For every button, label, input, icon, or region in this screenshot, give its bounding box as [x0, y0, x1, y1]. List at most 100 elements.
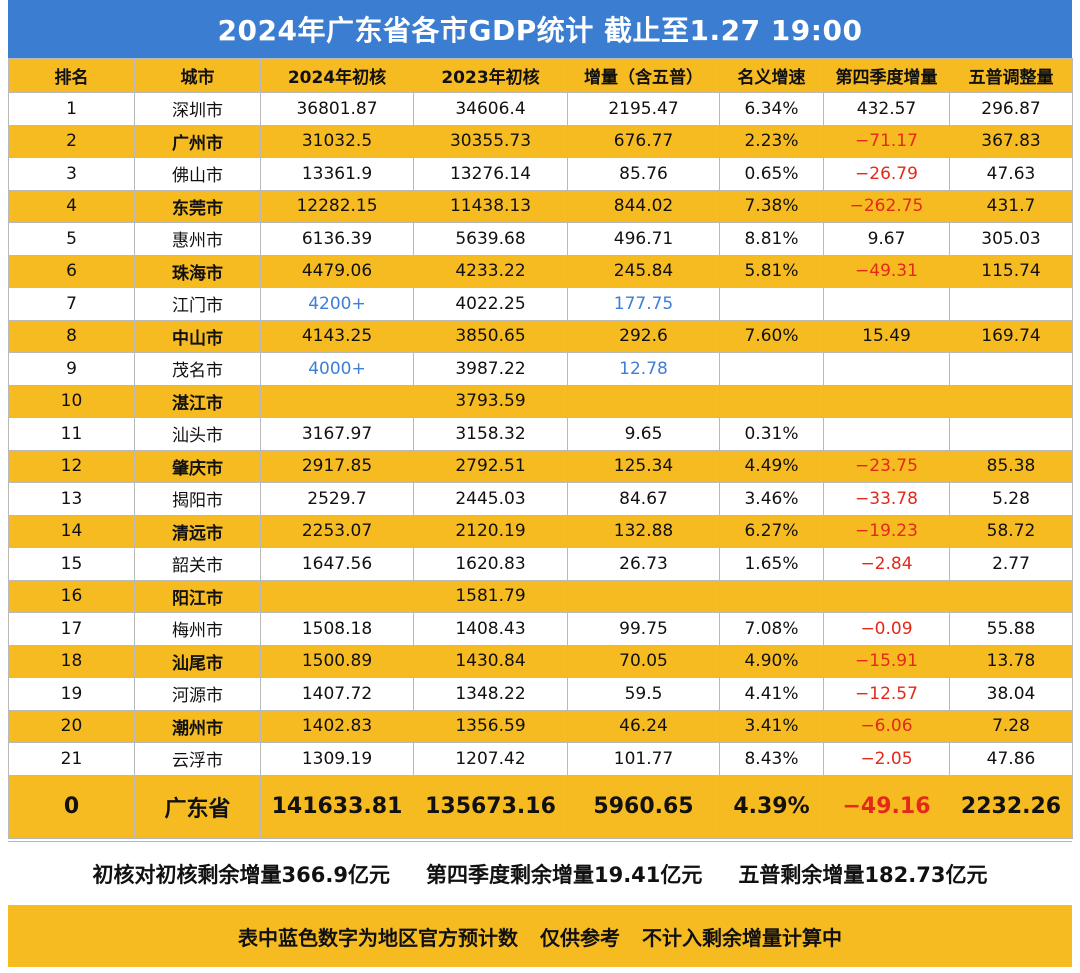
cell-gdp2024 [260, 579, 414, 613]
cell-q4: −262.75 [823, 189, 950, 223]
cell-growth: 4.90% [719, 644, 824, 678]
table-row: 8 中山市 4143.25 3850.65 292.6 7.60% 15.49 169.74 [8, 319, 1073, 353]
cell-rank: 7 [8, 287, 135, 321]
cell-city: 惠州市 [134, 222, 261, 256]
cell-increase: 85.76 [567, 157, 720, 191]
note-remain-initial: 初核对初核剩余增量366.9亿元 [92, 863, 390, 887]
cell-increase: 844.02 [567, 189, 720, 223]
cell-rank: 21 [8, 742, 135, 776]
cell-adjust: 305.03 [949, 222, 1073, 256]
cell-q4: −26.79 [823, 157, 950, 191]
cell-adjust: 367.83 [949, 124, 1073, 158]
cell-gdp2023: 1408.43 [413, 612, 568, 646]
cell-gdp2023: 4233.22 [413, 254, 568, 288]
cell-increase: 2195.47 [567, 92, 720, 126]
cell-increase: 12.78 [567, 352, 720, 386]
cell-gdp2023: 4022.25 [413, 287, 568, 321]
cell-gdp2023: 1620.83 [413, 547, 568, 581]
cell-increase [567, 579, 720, 613]
cell-city: 汕头市 [134, 417, 261, 451]
cell-gdp2023: 3987.22 [413, 352, 568, 386]
cell-growth [719, 384, 824, 418]
table-row: 5 惠州市 6136.39 5639.68 496.71 8.81% 9.67 305.03 [8, 222, 1073, 256]
cell-gdp2024: 12282.15 [260, 189, 414, 223]
footer-part2: 仅供参考 [540, 925, 620, 950]
table-row: 1 深圳市 36801.87 34606.4 2195.47 6.34% 432.57 296… [8, 92, 1073, 126]
total-rank: 0 [8, 774, 135, 839]
cell-city: 肇庆市 [134, 449, 261, 483]
table-row: 18 汕尾市 1500.89 1430.84 70.05 4.90% −15.91 13.78 [8, 644, 1073, 678]
cell-q4 [823, 579, 950, 613]
cell-adjust: 296.87 [949, 92, 1073, 126]
header-increase: 增量（含五普） [567, 58, 720, 93]
cell-increase: 245.84 [567, 254, 720, 288]
cell-gdp2023: 1430.84 [413, 644, 568, 678]
cell-city: 中山市 [134, 319, 261, 353]
cell-gdp2024: 2253.07 [260, 514, 414, 548]
table-row: 12 肇庆市 2917.85 2792.51 125.34 4.49% −23.75 85.3… [8, 449, 1073, 483]
cell-gdp2023: 2792.51 [413, 449, 568, 483]
header-growth: 名义增速 [719, 58, 824, 93]
cell-adjust: 58.72 [949, 514, 1073, 548]
cell-rank: 14 [8, 514, 135, 548]
cell-gdp2023: 1581.79 [413, 579, 568, 613]
cell-growth: 6.27% [719, 514, 824, 548]
cell-gdp2024: 1407.72 [260, 677, 414, 711]
cell-increase: 26.73 [567, 547, 720, 581]
cell-growth: 7.08% [719, 612, 824, 646]
cell-growth: 4.41% [719, 677, 824, 711]
footer-disclaimer: 表中蓝色数字为地区官方预计数 仅供参考 不计入剩余增量计算中 [8, 905, 1072, 967]
cell-rank: 6 [8, 254, 135, 288]
cell-city: 揭阳市 [134, 482, 261, 516]
cell-q4: −33.78 [823, 482, 950, 516]
cell-gdp2024: 31032.5 [260, 124, 414, 158]
cell-increase: 496.71 [567, 222, 720, 256]
cell-q4: 432.57 [823, 92, 950, 126]
cell-gdp2023: 30355.73 [413, 124, 568, 158]
cell-gdp2023: 2120.19 [413, 514, 568, 548]
cell-gdp2023: 11438.13 [413, 189, 568, 223]
cell-city: 东莞市 [134, 189, 261, 223]
cell-growth: 4.49% [719, 449, 824, 483]
total-q4: −49.16 [823, 774, 950, 839]
cell-gdp2023: 3793.59 [413, 384, 568, 418]
table-row: 17 梅州市 1508.18 1408.43 99.75 7.08% −0.09 55.88 [8, 612, 1073, 646]
cell-increase: 59.5 [567, 677, 720, 711]
cell-q4: −15.91 [823, 644, 950, 678]
cell-city: 汕尾市 [134, 644, 261, 678]
header-q4: 第四季度增量 [823, 58, 950, 93]
cell-city: 韶关市 [134, 547, 261, 581]
cell-q4 [823, 352, 950, 386]
cell-gdp2023: 3158.32 [413, 417, 568, 451]
cell-growth: 7.38% [719, 189, 824, 223]
cell-rank: 5 [8, 222, 135, 256]
cell-rank: 19 [8, 677, 135, 711]
cell-gdp2023: 13276.14 [413, 157, 568, 191]
cell-increase [567, 384, 720, 418]
cell-growth: 3.46% [719, 482, 824, 516]
table-row: 19 河源市 1407.72 1348.22 59.5 4.41% −12.57 38.04 [8, 677, 1073, 711]
cell-increase: 99.75 [567, 612, 720, 646]
table-row: 16 阳江市 1581.79 [8, 579, 1073, 613]
cell-q4 [823, 417, 950, 451]
cell-growth: 1.65% [719, 547, 824, 581]
cell-gdp2023: 1207.42 [413, 742, 568, 776]
gdp-table: 排名 城市 2024年初核 2023年初核 增量（含五普） 名义增速 第四季度增… [8, 58, 1073, 839]
cell-increase: 70.05 [567, 644, 720, 678]
cell-gdp2024: 1508.18 [260, 612, 414, 646]
cell-adjust: 55.88 [949, 612, 1073, 646]
cell-gdp2024 [260, 384, 414, 418]
cell-q4: −12.57 [823, 677, 950, 711]
cell-q4: −6.06 [823, 709, 950, 743]
cell-increase: 84.67 [567, 482, 720, 516]
cell-adjust [949, 287, 1073, 321]
cell-rank: 12 [8, 449, 135, 483]
note-remain-census: 五普剩余增量182.73亿元 [738, 863, 988, 887]
cell-q4: 15.49 [823, 319, 950, 353]
cell-q4: −2.05 [823, 742, 950, 776]
cell-rank: 20 [8, 709, 135, 743]
cell-adjust: 85.38 [949, 449, 1073, 483]
cell-gdp2023: 2445.03 [413, 482, 568, 516]
cell-rank: 9 [8, 352, 135, 386]
